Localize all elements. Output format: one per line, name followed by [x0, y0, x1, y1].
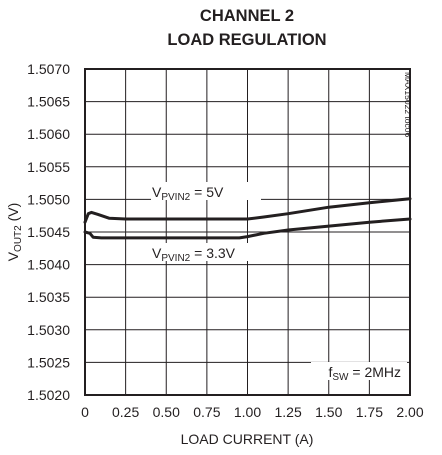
- x-tick-label: 0.75: [193, 404, 220, 420]
- series-line-1: [83, 217, 412, 240]
- y-tick-label: 1.5070: [27, 61, 70, 77]
- chart-title-line-1: CHANNEL 2: [200, 7, 294, 25]
- x-tick-label: 0: [81, 404, 89, 420]
- part-code: MAX15022 toc06: [403, 72, 413, 137]
- series-group: [83, 197, 412, 240]
- svg-text:VPVIN2 = 5V: VPVIN2 = 5V: [152, 184, 224, 203]
- y-tick-label: 1.5020: [27, 387, 70, 403]
- y-axis-label: VOUT2 (V): [5, 203, 24, 262]
- series-line-0: [83, 197, 412, 224]
- y-tick-label: 1.5060: [27, 126, 70, 142]
- legend-label-3v3: VPVIN2 = 3.3V: [151, 243, 261, 264]
- x-tick-label: 2.00: [396, 404, 423, 420]
- legend-label-5v: VPVIN2 = 5V: [151, 182, 261, 203]
- y-tick-labels: 1.5020 1.5025 1.5030 1.5035 1.5040 1.5045 1.50…: [27, 61, 70, 403]
- chart-title-line-2: LOAD REGULATION: [167, 31, 326, 49]
- x-tick-label: 1.00: [234, 404, 261, 420]
- x-tick-labels: 0 0.25 0.50 0.75 1.00 1.25 1.50 1.75 2.00: [81, 404, 424, 420]
- svg-text:fSW = 2MHz: fSW = 2MHz: [328, 364, 401, 383]
- x-tick-label: 1.75: [356, 404, 383, 420]
- svg-text:VPVIN2 = 3.3V: VPVIN2 = 3.3V: [152, 245, 236, 264]
- plot-frame: [84, 68, 411, 396]
- x-tick-label: 1.50: [315, 404, 342, 420]
- y-tick-label: 1.5035: [27, 289, 70, 305]
- grid: [84, 68, 411, 396]
- y-tick-label: 1.5040: [27, 257, 70, 273]
- y-tick-label: 1.5025: [27, 354, 70, 370]
- x-axis-label: LOAD CURRENT (A): [181, 431, 314, 447]
- fsw-annotation: fSW = 2MHz: [311, 362, 407, 383]
- y-tick-label: 1.5055: [27, 159, 70, 175]
- x-tick-label: 0.25: [112, 404, 139, 420]
- y-tick-label: 1.5050: [27, 191, 70, 207]
- x-tick-label: 1.25: [275, 404, 302, 420]
- y-tick-label: 1.5065: [27, 94, 70, 110]
- x-tick-label: 0.50: [153, 404, 180, 420]
- y-tick-label: 1.5045: [27, 224, 70, 240]
- y-tick-label: 1.5030: [27, 322, 70, 338]
